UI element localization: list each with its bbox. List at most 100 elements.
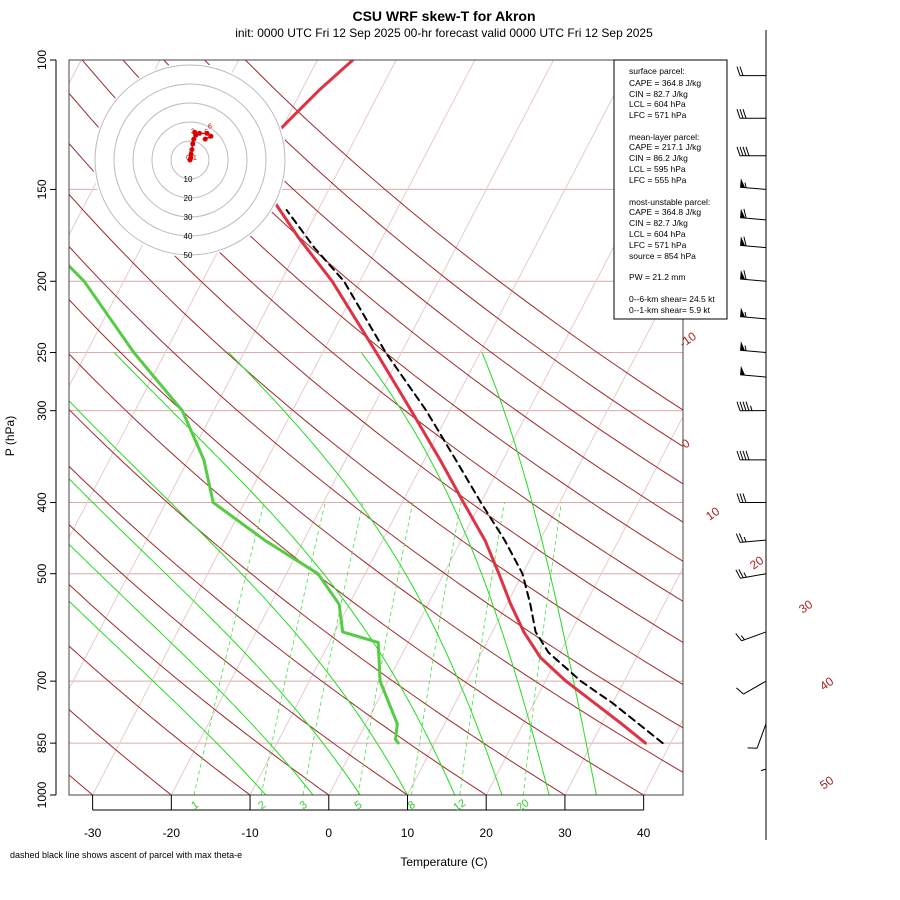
y-tick-label: 200 <box>35 271 49 291</box>
isotherm-line <box>485 415 683 795</box>
hodograph-point <box>202 136 208 142</box>
shear-0-1km: 0--1-km shear= 5.9 kt <box>629 305 711 315</box>
wind-barb <box>740 341 767 353</box>
footnote: dashed black line shows ascent of parcel… <box>10 850 242 860</box>
hodograph-point-label: 3 <box>191 128 195 135</box>
mu-lfc: LFC = 571 hPa <box>629 240 687 250</box>
dry-adiabat-line <box>204 60 683 448</box>
wind-barb-flag <box>740 365 746 376</box>
mixing-ratio-label: 20 <box>515 797 532 814</box>
moist-adiabat-line <box>113 352 456 795</box>
wind-barb <box>760 743 767 772</box>
x-tick-label: 30 <box>558 826 572 840</box>
dry-adiabat-line <box>69 708 172 795</box>
chart-title: CSU WRF skew-T for Akron <box>352 8 535 24</box>
surface-parcel-title: surface parcel: <box>629 66 685 76</box>
dry-adiabat-line <box>69 353 644 795</box>
hodograph-point-label: 1 <box>193 155 197 162</box>
hodograph-point-label: 1 <box>191 141 195 148</box>
dry-adiabat-line <box>69 645 251 795</box>
wind-barb <box>736 450 767 461</box>
mixing-ratio-line <box>411 502 462 795</box>
mixing-ratio-line <box>193 502 265 795</box>
hodograph-point <box>197 130 202 136</box>
wind-barb <box>736 401 767 412</box>
wind-barb-flag <box>740 178 746 188</box>
wind-barb-full <box>736 687 744 695</box>
isotherm-line <box>69 60 397 691</box>
axes: -30 -20 -10 0 10 20 30 401001502002503004005007… <box>35 50 651 840</box>
mixing-ratio-line <box>302 502 364 795</box>
isotherm-line <box>92 60 476 795</box>
isotherm-label: 40 <box>817 674 836 693</box>
wind-barb <box>747 723 767 749</box>
hodograph-point-label: 0 <box>189 150 193 157</box>
x-tick-label: -10 <box>241 826 259 840</box>
wind-barb-flag <box>740 270 746 280</box>
wind-barb-staff <box>740 539 767 543</box>
moist-adiabat-line <box>481 352 597 795</box>
wind-barb-full <box>742 146 747 156</box>
mean-lcl: LCL = 595 hPa <box>629 164 686 174</box>
hodograph-point <box>191 136 197 142</box>
mu-lcl: LCL = 604 hPa <box>629 229 686 239</box>
wind-barb <box>740 236 767 249</box>
moist-adiabat-line <box>228 352 503 795</box>
chart-subtitle: init: 0000 UTC Fri 12 Sep 2025 00-hr for… <box>235 26 653 40</box>
wind-barb <box>735 569 767 579</box>
wind-barb-full <box>745 401 750 411</box>
wind-barb-full <box>743 208 747 219</box>
wind-barb-full <box>735 569 741 579</box>
mixing-ratio-label: 12 <box>451 797 468 814</box>
dry-adiabat-line <box>69 245 683 729</box>
wind-barb-full <box>743 236 747 247</box>
wind-barb <box>736 680 767 695</box>
y-tick-label: 250 <box>35 342 49 362</box>
wind-barb-flag <box>740 236 746 246</box>
dry-adiabat-line <box>69 193 683 686</box>
hodograph-point <box>192 129 198 135</box>
dry-adiabat-line <box>122 60 683 523</box>
isotherm-label: 10 <box>703 504 722 523</box>
wind-barb <box>740 365 767 378</box>
wind-barb-flag <box>740 307 746 317</box>
hodograph-ring-label: 10 <box>184 175 193 184</box>
mixing-ratio-line <box>459 502 505 795</box>
isotherm-label: -10 <box>677 329 700 351</box>
wind-barb-staff <box>741 631 767 642</box>
wind-barb-full <box>736 109 741 119</box>
mixing-ratio-line <box>260 502 326 795</box>
y-tick-label: 700 <box>35 671 49 691</box>
mean-cape: CAPE = 217.1 J/kg <box>629 142 701 152</box>
wind-barb-full <box>738 533 744 543</box>
wind-barb-full <box>738 569 744 578</box>
wind-barb-full <box>735 633 742 642</box>
mean-lfc: LFC = 555 hPa <box>629 175 687 185</box>
isotherm-label: 50 <box>817 773 836 792</box>
y-axis-title: P (hPa) <box>3 416 17 456</box>
moist-adiabat-line <box>69 478 361 795</box>
shear-0-6km: 0--6-km shear= 24.5 kt <box>629 294 715 304</box>
x-tick-label: 40 <box>637 826 651 840</box>
isotherm-line <box>564 566 683 795</box>
mu-cape: CAPE = 364.8 J/kg <box>629 207 701 217</box>
hodograph-point <box>188 155 194 161</box>
isotherm-line <box>249 60 633 795</box>
wind-barb-full <box>735 533 741 543</box>
surface-lcl: LCL = 604 hPa <box>629 99 686 109</box>
plot-frame <box>68 59 684 796</box>
dry-adiabat-line <box>69 523 408 795</box>
hodograph-ring-label: 40 <box>184 232 193 241</box>
hodograph-ring-label: 20 <box>184 194 193 203</box>
wind-barb-staff <box>740 244 767 249</box>
mean-layer-title: mean-layer parcel: <box>629 132 699 142</box>
wind-barb-full <box>736 146 741 156</box>
wind-barb-flag <box>740 341 746 351</box>
wind-barb-staff <box>740 217 767 221</box>
wind-barb-full <box>739 401 744 411</box>
wind-barb-full <box>745 146 750 156</box>
y-tick-label: 150 <box>35 179 49 199</box>
x-tick-label: 10 <box>401 826 415 840</box>
wind-barb-full <box>742 493 747 503</box>
